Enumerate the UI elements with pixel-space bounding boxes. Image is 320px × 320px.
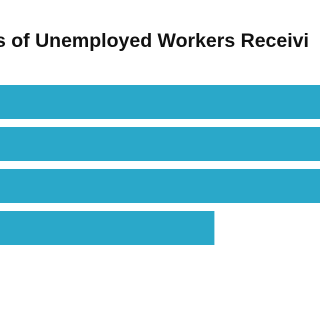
bar <box>0 127 320 161</box>
bar <box>0 211 215 245</box>
chart-title: s of Unemployed Workers Receivi <box>0 30 309 52</box>
bar <box>0 85 320 119</box>
bar <box>0 169 320 203</box>
